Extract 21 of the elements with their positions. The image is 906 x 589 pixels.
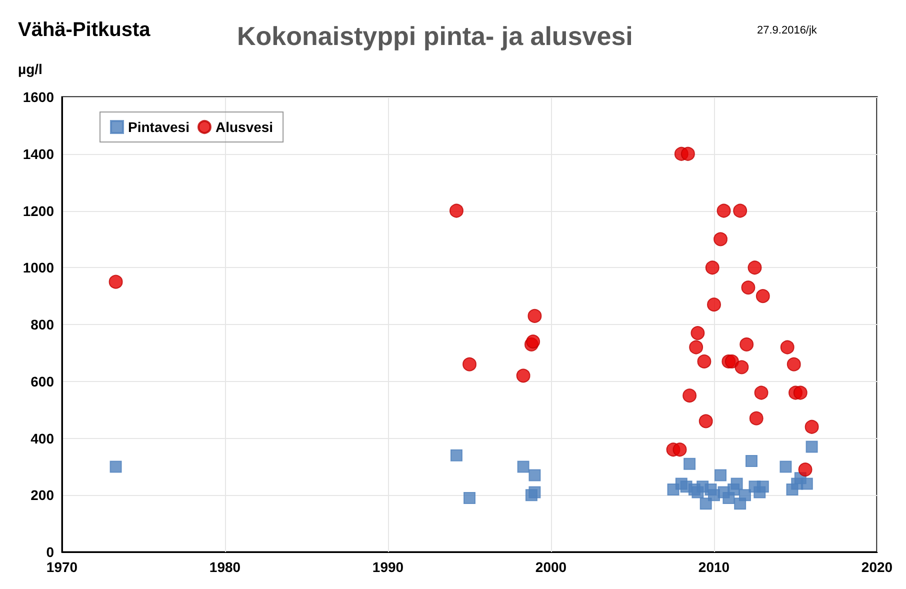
x-tick-label: 1980 bbox=[209, 559, 241, 575]
x-tick-label: 1990 bbox=[372, 559, 404, 575]
y-tick-label: 1200 bbox=[22, 202, 54, 219]
chart-title: Kokonaistyppi pinta- ja alusvesi bbox=[237, 21, 633, 51]
text: 27.9.2016/jk bbox=[757, 24, 818, 36]
x-tick-label: 2010 bbox=[698, 559, 730, 575]
x-tick-label: 2020 bbox=[861, 559, 893, 575]
y-tick-label: 0 bbox=[46, 544, 54, 560]
chart-subtitle: Vähä-Pitkusta bbox=[18, 19, 152, 41]
y-tick-label: 1000 bbox=[22, 260, 54, 276]
y-tick-label: 1600 bbox=[22, 89, 54, 105]
y-tick-label: 600 bbox=[30, 373, 54, 390]
y-axis-title: µg/l bbox=[18, 61, 42, 77]
x-tick-label: 1970 bbox=[46, 559, 78, 575]
y-tick-label: 800 bbox=[30, 316, 54, 332]
y-tick-label: 200 bbox=[30, 487, 54, 504]
y-tick-label: 400 bbox=[30, 430, 54, 446]
y-tick-label: 1400 bbox=[22, 146, 54, 162]
x-tick-label: 2000 bbox=[535, 559, 567, 575]
legend-label: Pintavesi bbox=[128, 119, 190, 135]
legend-label: Alusvesi bbox=[215, 119, 274, 135]
